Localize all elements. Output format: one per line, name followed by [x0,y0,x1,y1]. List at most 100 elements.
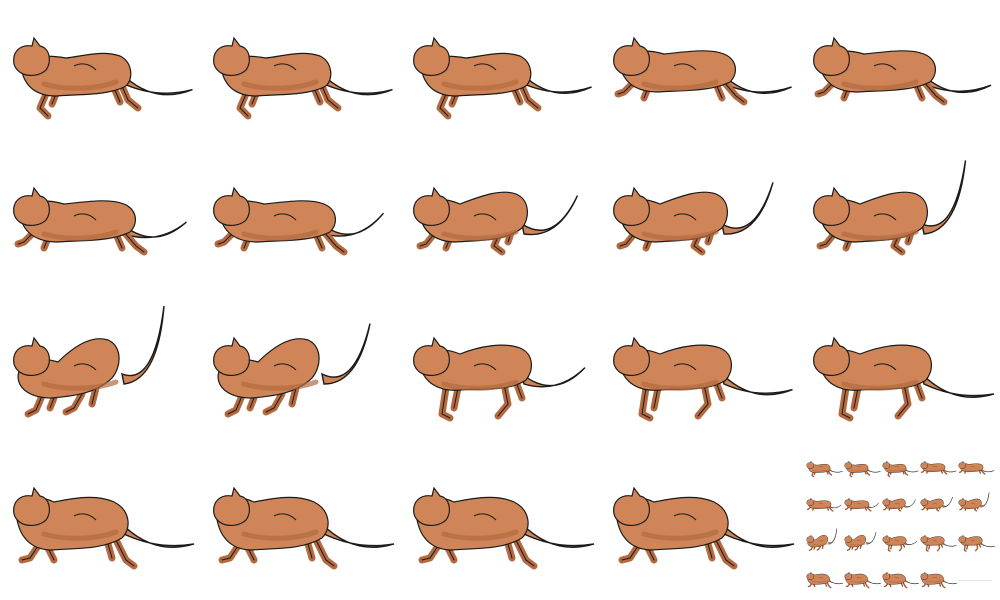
cat-leg [826,581,832,589]
cat-belly-shade [41,79,119,91]
cat-belly-shade [641,529,719,541]
preview-thumbnail [918,524,958,561]
cat-leg-outline [239,93,249,117]
mini-cat-sprite [958,492,990,512]
cat-belly-shade [812,543,828,546]
cat-leg-outline [819,233,835,247]
cat-fur-line [894,577,900,579]
cat-leg-outline [715,539,735,567]
cat-fur-line [894,503,900,505]
mini-cat-sprite [844,497,879,512]
cat-fur-line [970,466,976,468]
cat-fur-line [673,213,697,221]
cat-leg-outline [419,233,435,247]
cat-belly-shade [926,543,942,546]
cat-head [882,460,891,469]
cat-fur-line [473,63,497,71]
cat-leg [224,392,246,418]
cat-fur-line [873,63,897,71]
cat-tail [828,578,843,585]
cat-leg-outline [937,544,940,551]
cat-tail [828,528,837,545]
mini-cat-sprite [882,571,919,589]
cat-belly-shade [888,506,904,509]
cat-tail [520,71,592,94]
cat-sprite [413,186,579,256]
cat-belly-shade [964,469,980,472]
cat-leg-outline [897,383,909,417]
cat-leg-outline [123,231,145,253]
cat-leg-outline [980,469,985,475]
cat-leg-outline [697,383,709,417]
cat-tail [942,467,957,473]
cat-leg [518,82,542,112]
cat-leg-outline [922,583,926,587]
cat-fur-line [473,513,497,521]
cat-leg-outline [860,544,862,549]
cat-fur-line [818,540,824,542]
cat-sprite [13,305,165,418]
cat-tail [120,221,187,239]
cat-head [813,186,850,226]
mini-cat-sprite [806,571,843,589]
cat-leg-outline [121,85,139,109]
sprite-frame [400,0,600,150]
preview-thumbnail [880,450,920,487]
sprite-frame [0,450,200,600]
cat-sprite [813,336,995,422]
cat-leg [940,581,946,589]
sprite-frame [600,150,800,300]
cat-belly-shade [812,580,828,583]
cat-leg-outline [828,470,832,476]
cat-leg-outline [855,546,859,550]
cat-leg-outline [441,387,451,419]
cat-tail [320,71,393,96]
cat-belly-shade [841,79,919,91]
preview-thumbnail [918,487,958,524]
cat-leg-outline [39,93,49,117]
cat-head [413,336,450,376]
cat-leg-outline [65,393,83,413]
cat-belly-shade [964,543,980,546]
cat-leg [864,581,870,589]
preview-thumbnail [918,450,958,487]
cat-leg [318,82,342,112]
cat-leg-outline [921,507,925,510]
cat-belly-shade [241,229,319,241]
cat-leg-outline [899,544,902,551]
cat-tail [828,504,842,509]
cat-tail [920,371,995,398]
cat-fur-line [856,577,862,579]
cat-leg-outline [619,233,635,247]
cat-belly-shade [641,79,719,91]
cat-fur-line [970,540,976,542]
cat-head [413,36,450,76]
cat-sprite [13,486,195,570]
cat-fur-line [673,63,697,71]
cat-head [613,186,650,226]
cat-leg-outline [507,543,513,559]
preview-thumbnail [804,561,844,598]
cat-belly-shade [926,506,942,509]
cat-sprite [213,323,371,418]
cat-sprite [613,36,792,106]
cat-leg-outline [265,393,283,413]
cat-head [920,571,929,580]
cat-head [613,36,650,76]
cat-fur-line [273,513,297,521]
cat-tail [866,532,877,545]
cat-tail [904,578,919,585]
preview-thumbnail [804,450,844,487]
cat-leg-outline [621,545,639,561]
cat-leg-outline [49,397,55,409]
cat-belly-shade [850,506,866,509]
preview-thumbnail [842,450,882,487]
cat-tail [320,521,395,548]
cat-leg [902,581,908,589]
sprite-frame [600,450,800,600]
cat-belly-shade [641,379,719,391]
cat-leg-outline [890,544,892,550]
cat-leg-outline [903,582,907,588]
cat-belly-shade [926,580,942,583]
